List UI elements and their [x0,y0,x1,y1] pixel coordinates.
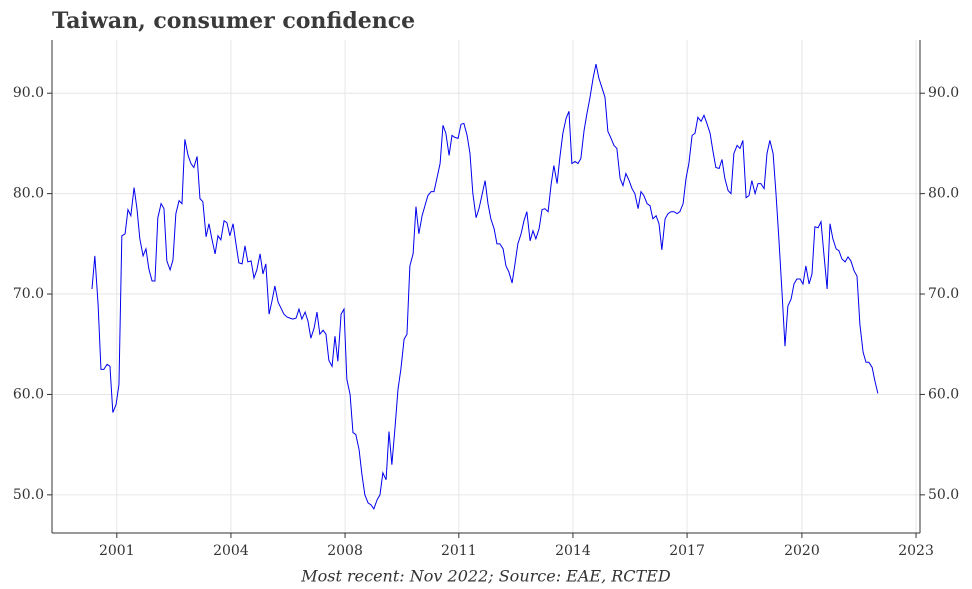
y2-tick-label: 80.0 [928,186,959,202]
x-tick-label: 2008 [327,543,363,559]
footnote: Most recent: Nov 2022; Source: EAE, RCTE… [300,567,671,586]
chart-title: Taiwan, consumer confidence [52,8,415,34]
x-tick-label: 2014 [555,543,591,559]
y2-tick-label: 50.0 [928,487,959,503]
y-tick-label: 90.0 [13,85,44,101]
x-tick-label: 2004 [213,543,249,559]
y-tick-label: 50.0 [13,487,44,503]
x-tick-label: 2001 [99,543,135,559]
y-tick-label: 80.0 [13,186,44,202]
data-line [91,63,879,510]
y2-tick-label: 90.0 [928,85,959,101]
x-tick-label: 2023 [898,543,934,559]
x-tick-label: 2017 [669,543,705,559]
x-tick-label: 2020 [784,543,820,559]
y-tick-label: 70.0 [13,286,44,302]
y2-tick-label: 60.0 [928,386,959,402]
y-tick-label: 60.0 [13,386,44,402]
y2-tick-label: 70.0 [928,286,959,302]
x-tick-label: 2011 [441,543,477,559]
